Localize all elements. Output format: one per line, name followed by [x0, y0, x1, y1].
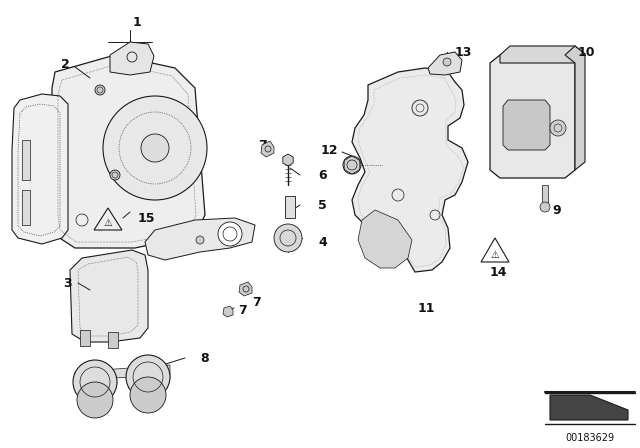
Polygon shape [565, 46, 585, 170]
Text: 7: 7 [252, 296, 260, 309]
Circle shape [77, 382, 113, 418]
Polygon shape [75, 365, 170, 380]
Circle shape [130, 377, 166, 413]
Text: 9: 9 [552, 203, 561, 216]
Circle shape [550, 120, 566, 136]
Polygon shape [352, 68, 468, 272]
Text: 13: 13 [455, 46, 472, 59]
Circle shape [141, 134, 169, 162]
Polygon shape [490, 55, 575, 178]
Text: 4: 4 [318, 236, 327, 249]
Circle shape [343, 156, 361, 174]
Circle shape [73, 360, 117, 404]
Text: 7: 7 [258, 138, 267, 151]
Circle shape [196, 236, 204, 244]
Text: 6: 6 [318, 168, 326, 181]
Text: 10: 10 [578, 46, 595, 59]
Polygon shape [285, 196, 295, 218]
Text: ⚠: ⚠ [104, 218, 113, 228]
Text: 7: 7 [238, 303, 247, 316]
Polygon shape [22, 140, 30, 180]
Polygon shape [110, 42, 154, 75]
Text: 12: 12 [321, 143, 338, 156]
Polygon shape [500, 46, 585, 63]
Circle shape [95, 85, 105, 95]
Text: 00183629: 00183629 [565, 433, 614, 443]
Text: 14: 14 [490, 266, 508, 279]
Circle shape [110, 170, 120, 180]
Polygon shape [145, 218, 255, 260]
Circle shape [443, 58, 451, 66]
Circle shape [218, 222, 242, 246]
Text: 5: 5 [318, 198, 327, 211]
Polygon shape [12, 94, 68, 244]
Polygon shape [108, 332, 118, 348]
Polygon shape [550, 395, 628, 420]
Polygon shape [283, 154, 293, 166]
Polygon shape [239, 282, 252, 296]
Circle shape [126, 355, 170, 399]
Polygon shape [358, 210, 412, 268]
Polygon shape [52, 55, 205, 248]
Text: 3: 3 [63, 276, 72, 289]
Polygon shape [428, 52, 462, 75]
Polygon shape [223, 306, 233, 317]
Polygon shape [542, 185, 548, 205]
Polygon shape [261, 141, 274, 157]
Text: 15: 15 [138, 211, 156, 224]
Text: ⚠: ⚠ [491, 250, 499, 260]
Text: 11: 11 [418, 302, 435, 314]
Polygon shape [80, 330, 90, 346]
Text: 8: 8 [200, 352, 209, 365]
Polygon shape [22, 190, 30, 225]
Circle shape [274, 224, 302, 252]
Polygon shape [503, 100, 550, 150]
Circle shape [540, 202, 550, 212]
Circle shape [103, 96, 207, 200]
Text: 1: 1 [133, 16, 141, 29]
Polygon shape [70, 250, 148, 342]
Text: 2: 2 [61, 57, 70, 70]
